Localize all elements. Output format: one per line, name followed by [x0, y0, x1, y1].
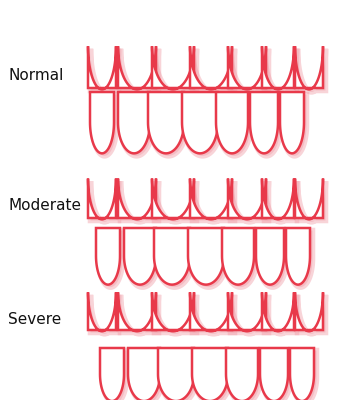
Polygon shape — [90, 92, 114, 153]
Polygon shape — [258, 230, 286, 287]
Polygon shape — [188, 228, 224, 285]
Polygon shape — [265, 181, 297, 222]
Polygon shape — [154, 181, 196, 222]
Polygon shape — [124, 228, 156, 285]
Polygon shape — [192, 348, 228, 400]
Polygon shape — [216, 92, 248, 153]
Polygon shape — [193, 49, 235, 92]
Polygon shape — [120, 49, 159, 92]
Polygon shape — [228, 178, 266, 219]
Polygon shape — [193, 181, 235, 222]
Polygon shape — [265, 49, 297, 92]
Polygon shape — [161, 350, 196, 400]
Polygon shape — [118, 292, 156, 331]
Polygon shape — [120, 181, 159, 222]
Polygon shape — [250, 92, 278, 153]
Polygon shape — [228, 292, 266, 331]
Polygon shape — [88, 178, 116, 219]
Polygon shape — [90, 49, 119, 92]
Polygon shape — [148, 92, 184, 153]
Polygon shape — [265, 295, 297, 334]
Polygon shape — [293, 350, 316, 400]
Polygon shape — [128, 348, 160, 400]
Polygon shape — [282, 94, 307, 156]
Polygon shape — [99, 230, 122, 287]
Polygon shape — [92, 94, 117, 156]
Polygon shape — [131, 350, 163, 400]
Polygon shape — [226, 348, 258, 400]
Polygon shape — [194, 350, 231, 400]
Polygon shape — [286, 228, 310, 285]
Polygon shape — [150, 94, 187, 156]
Polygon shape — [118, 92, 150, 153]
Polygon shape — [184, 94, 221, 156]
Polygon shape — [193, 295, 235, 334]
Polygon shape — [100, 348, 124, 400]
Polygon shape — [280, 92, 304, 153]
Polygon shape — [252, 94, 281, 156]
Polygon shape — [228, 350, 261, 400]
Polygon shape — [152, 46, 194, 90]
Polygon shape — [118, 46, 156, 90]
Polygon shape — [158, 348, 194, 400]
Polygon shape — [103, 350, 127, 400]
Text: Severe: Severe — [8, 312, 61, 328]
Polygon shape — [256, 228, 284, 285]
Polygon shape — [118, 178, 156, 219]
Polygon shape — [190, 292, 232, 331]
Polygon shape — [288, 230, 312, 287]
Polygon shape — [90, 295, 119, 334]
Polygon shape — [297, 181, 326, 222]
Polygon shape — [152, 292, 194, 331]
Polygon shape — [295, 178, 323, 219]
Polygon shape — [96, 228, 120, 285]
Polygon shape — [182, 92, 218, 153]
Polygon shape — [190, 46, 232, 90]
Polygon shape — [263, 350, 291, 400]
Polygon shape — [190, 178, 232, 219]
Polygon shape — [231, 295, 268, 334]
Polygon shape — [154, 295, 196, 334]
Polygon shape — [297, 49, 326, 92]
Polygon shape — [262, 292, 294, 331]
Polygon shape — [290, 348, 314, 400]
Polygon shape — [224, 230, 256, 287]
Polygon shape — [262, 178, 294, 219]
Polygon shape — [295, 292, 323, 331]
Polygon shape — [297, 295, 326, 334]
Polygon shape — [231, 49, 268, 92]
Polygon shape — [222, 228, 254, 285]
Text: Moderate: Moderate — [8, 198, 81, 212]
Polygon shape — [228, 46, 266, 90]
Polygon shape — [88, 292, 116, 331]
Polygon shape — [154, 228, 190, 285]
Polygon shape — [191, 230, 226, 287]
Polygon shape — [154, 49, 196, 92]
Polygon shape — [157, 230, 193, 287]
Polygon shape — [127, 230, 159, 287]
Text: Normal: Normal — [8, 68, 63, 82]
Polygon shape — [262, 46, 294, 90]
Polygon shape — [295, 46, 323, 90]
Polygon shape — [152, 178, 194, 219]
Polygon shape — [90, 181, 119, 222]
Polygon shape — [120, 94, 152, 156]
Polygon shape — [260, 348, 288, 400]
Polygon shape — [88, 46, 116, 90]
Polygon shape — [120, 295, 159, 334]
Polygon shape — [231, 181, 268, 222]
Polygon shape — [219, 94, 251, 156]
